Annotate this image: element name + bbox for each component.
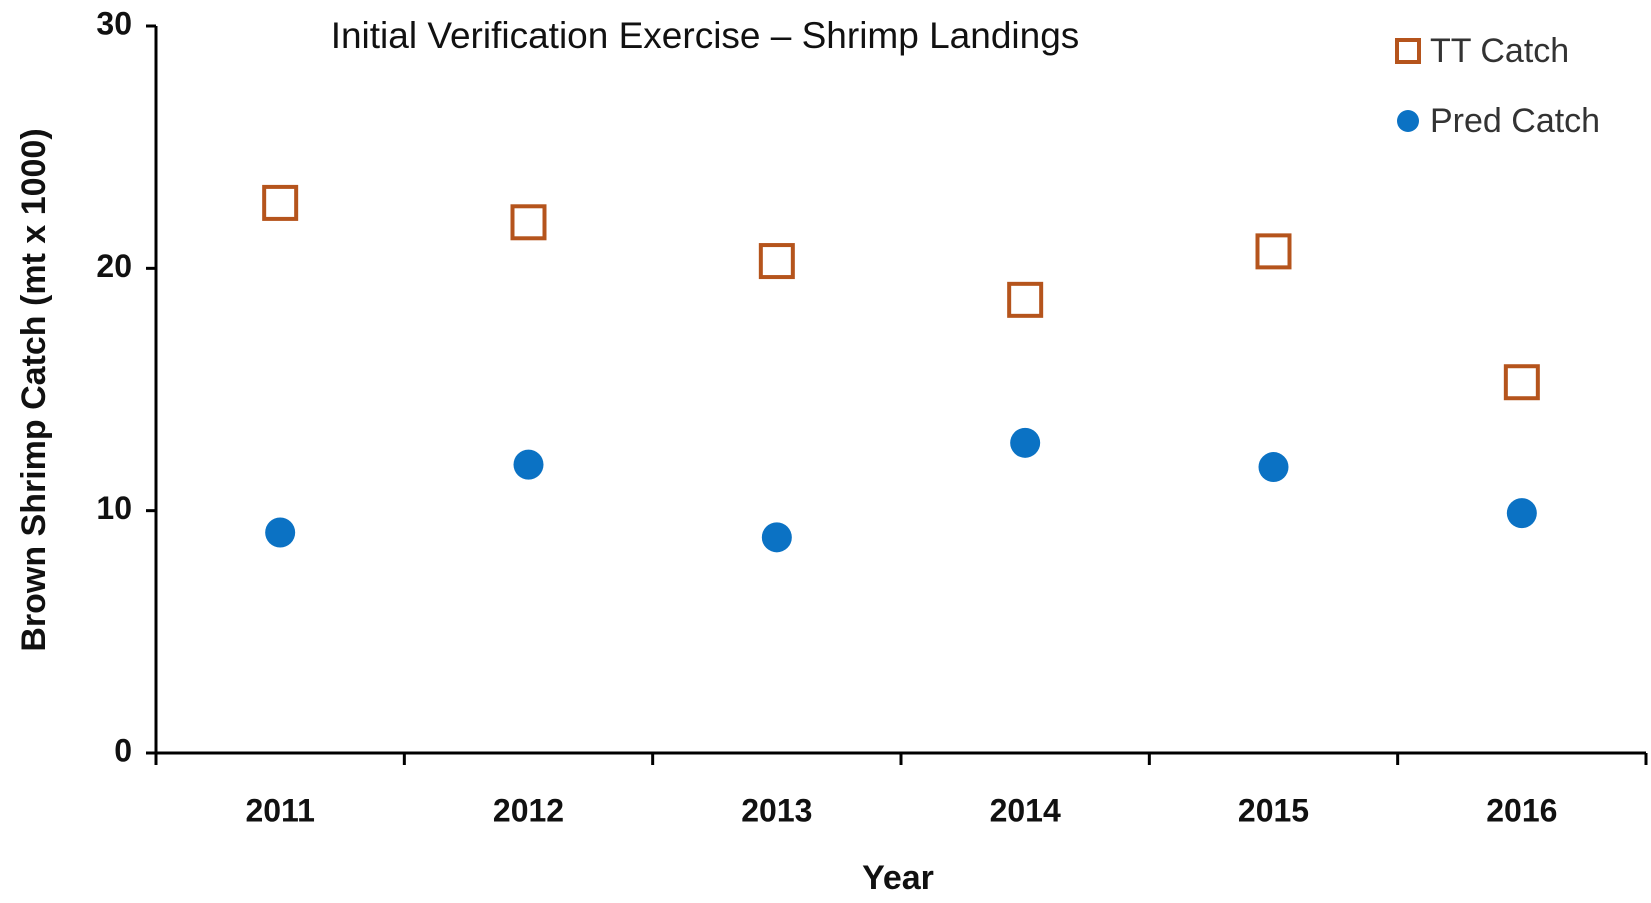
point — [510, 204, 547, 241]
x-tick-label: 2016 — [1486, 792, 1557, 828]
point — [1258, 452, 1289, 483]
point — [265, 517, 296, 548]
y-tick-label: 10 — [96, 490, 132, 526]
y-tick-label: 0 — [114, 732, 132, 768]
point — [1010, 427, 1041, 458]
legend-label: Pred Catch — [1430, 102, 1600, 140]
point — [1007, 281, 1044, 318]
point — [513, 449, 544, 480]
x-axis-label: Year — [862, 859, 934, 897]
point — [1255, 233, 1292, 270]
y-axis-label: Brown Shrimp Catch (mt x 1000) — [15, 128, 53, 651]
point — [761, 522, 792, 553]
chart-title: Initial Verification Exercise – Shrimp L… — [331, 15, 1080, 56]
y-tick-label: 30 — [96, 5, 132, 41]
point — [1503, 364, 1540, 401]
x-tick-label: 2013 — [741, 792, 812, 828]
point — [758, 243, 795, 280]
y-tick-label: 20 — [96, 248, 132, 284]
legend-swatch — [1395, 38, 1421, 64]
x-tick-label: 2011 — [245, 792, 314, 828]
x-tick-label: 2012 — [493, 792, 564, 828]
legend-label: TT Catch — [1430, 32, 1569, 70]
legend-swatch — [1397, 110, 1419, 132]
x-tick-label: 2015 — [1238, 792, 1309, 828]
point — [1506, 498, 1537, 529]
x-tick-label: 2014 — [990, 792, 1061, 828]
point — [262, 184, 299, 221]
